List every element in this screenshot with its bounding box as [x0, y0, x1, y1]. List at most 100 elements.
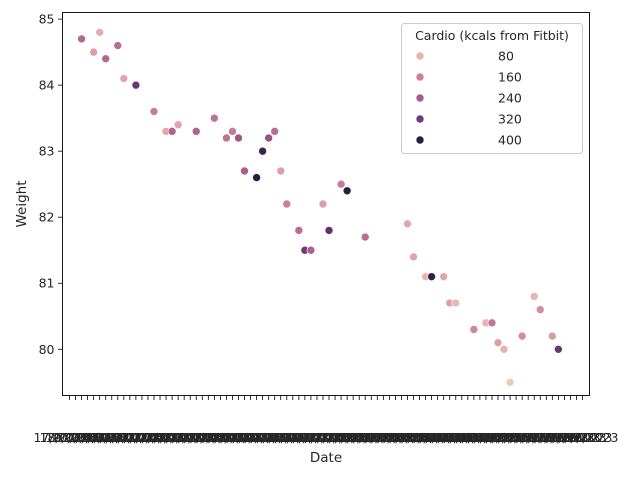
data-point — [234, 133, 243, 143]
data-point — [505, 377, 515, 387]
data-point — [403, 219, 412, 229]
data-point — [342, 186, 352, 196]
data-point — [95, 28, 104, 37]
data-point — [439, 272, 448, 281]
x-tick-label: 13/09/2023 — [384, 430, 456, 445]
x-axis-label: Date — [310, 450, 342, 466]
data-point — [119, 74, 129, 83]
x-tick-label: 24/07/2023 — [76, 430, 148, 445]
legend: Cardio (kcals from Fitbit) 80 160 240 320 40… — [401, 23, 583, 154]
data-point — [360, 232, 370, 242]
data-point — [89, 47, 98, 57]
x-tick-label: 31/07/2023 — [118, 430, 190, 445]
x-tick-label: 04/08/2023 — [142, 430, 214, 445]
legend-marker — [415, 93, 425, 103]
x-tick-label: 09/10/2023 — [540, 430, 612, 445]
x-tick-label: 01/08/2023 — [124, 430, 196, 445]
x-tick-label: 26/07/2023 — [88, 430, 160, 445]
x-tick-label: 29/09/2023 — [480, 430, 552, 445]
x-tick-label: 03/09/2023 — [323, 430, 395, 445]
x-tick-label: 10/10/2023 — [546, 430, 618, 445]
x-tick-label: 08/09/2023 — [353, 430, 425, 445]
x-tick-label: 14/08/2023 — [202, 430, 274, 445]
x-tick-label: 02/09/2023 — [317, 430, 389, 445]
x-tick-label: 18/07/2023 — [40, 430, 112, 445]
y-tick-label: 81 — [39, 276, 55, 291]
data-point — [101, 54, 111, 64]
y-axis-label: Weight — [14, 180, 30, 227]
x-tick-label: 22/08/2023 — [251, 430, 323, 445]
x-tick-label: 17/08/2023 — [221, 430, 293, 445]
legend-label: 80 — [498, 49, 514, 64]
data-point — [173, 120, 183, 130]
data-point — [554, 344, 563, 354]
x-tick-label: 23/08/2023 — [257, 430, 329, 445]
x-tick-label: 29/08/2023 — [293, 430, 365, 445]
data-point — [191, 127, 201, 136]
x-tick-label: 27/09/2023 — [468, 430, 540, 445]
x-tick-label: 13/08/2023 — [196, 430, 268, 445]
data-point — [336, 179, 346, 189]
x-tick-label: 25/09/2023 — [456, 430, 528, 445]
x-tick-label: 28/08/2023 — [287, 430, 359, 445]
x-tick-label: 21/07/2023 — [58, 430, 130, 445]
data-point — [517, 331, 527, 341]
data-point — [318, 199, 328, 209]
legend-title: Cardio (kcals from Fitbit) — [415, 28, 569, 43]
x-tick-label: 16/08/2023 — [215, 430, 287, 445]
x-tick-label: 15/08/2023 — [209, 430, 281, 445]
plot-area-frame — [62, 12, 590, 396]
x-tick-label: 08/10/2023 — [534, 430, 606, 445]
x-tick-label: 24/08/2023 — [263, 430, 335, 445]
x-tick-label: 30/07/2023 — [112, 430, 184, 445]
x-tick-label: 07/10/2023 — [528, 430, 600, 445]
x-tick-label: 26/08/2023 — [275, 430, 347, 445]
x-tick-label: 02/08/2023 — [130, 430, 202, 445]
data-point — [113, 41, 123, 50]
data-point — [222, 133, 231, 143]
x-tick-label: 21/09/2023 — [432, 430, 504, 445]
legend-label: 320 — [498, 112, 522, 127]
data-point — [324, 226, 334, 235]
x-tick-label: 01/10/2023 — [492, 430, 564, 445]
data-point — [282, 199, 292, 209]
data-point — [535, 305, 545, 314]
legend-label: 240 — [498, 91, 522, 106]
x-tick-label: 25/07/2023 — [82, 430, 154, 445]
x-tick-label: 05/09/2023 — [335, 430, 407, 445]
data-point — [529, 292, 539, 301]
x-tick-label: 18/09/2023 — [414, 430, 486, 445]
data-point — [306, 245, 316, 255]
x-tick-label: 07/09/2023 — [347, 430, 419, 445]
x-tick-label: 06/08/2023 — [154, 430, 226, 445]
x-tick-label: 27/07/2023 — [94, 430, 166, 445]
x-tick-label: 17/07/2023 — [33, 430, 105, 445]
data-point — [427, 272, 436, 281]
x-tick-label: 03/10/2023 — [504, 430, 576, 445]
x-tick-label: 02/10/2023 — [498, 430, 570, 445]
x-tick-label: 19/09/2023 — [420, 430, 492, 445]
data-point — [258, 146, 267, 156]
data-point — [499, 344, 509, 354]
legend-marker — [415, 135, 425, 145]
x-tick-label: 07/08/2023 — [160, 430, 232, 445]
x-tick-label: 01/09/2023 — [311, 430, 383, 445]
x-tick-label: 22/09/2023 — [438, 430, 510, 445]
x-tick-label: 09/09/2023 — [359, 430, 431, 445]
y-tick-label: 84 — [39, 78, 55, 93]
x-tick-label: 31/08/2023 — [305, 430, 377, 445]
x-tick-label: 05/10/2023 — [516, 430, 588, 445]
data-point — [264, 133, 273, 143]
data-point — [240, 166, 249, 176]
x-tick-label: 10/08/2023 — [178, 430, 250, 445]
legend-label: 160 — [498, 70, 522, 85]
legend-label: 400 — [498, 133, 522, 148]
x-tick-label: 06/09/2023 — [341, 430, 413, 445]
x-tick-label: 23/07/2023 — [70, 430, 142, 445]
legend-box — [401, 23, 583, 154]
data-point — [131, 80, 141, 90]
x-tick-label: 22/07/2023 — [64, 430, 136, 445]
x-tick-label: 30/09/2023 — [486, 430, 558, 445]
legend-marker — [415, 72, 425, 82]
data-point — [451, 298, 461, 308]
